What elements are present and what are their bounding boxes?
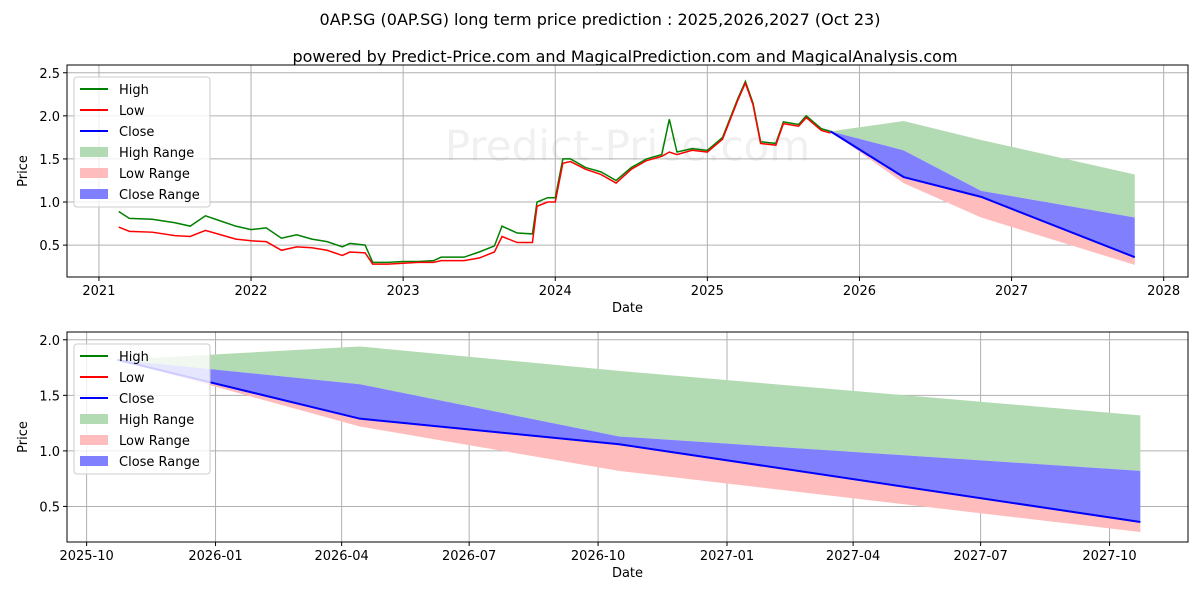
- y-tick-label: 0.5: [39, 239, 60, 254]
- chart-title: 0AP.SG (0AP.SG) long term price predicti…: [320, 10, 881, 29]
- y-tick-label: 1.5: [39, 389, 60, 404]
- legend-swatch: [80, 189, 108, 199]
- x-tick-label: 2026-04: [314, 549, 368, 564]
- high-range-area: [117, 346, 1141, 471]
- y-tick-label: 0.5: [39, 500, 60, 515]
- legend-label: Low: [119, 104, 145, 119]
- x-tick-label: 2027: [995, 284, 1028, 299]
- close-line: [830, 130, 1136, 259]
- x-tick-label: 2025-10: [59, 549, 113, 564]
- close-line: [117, 358, 1141, 523]
- x-tick-label: 2027-04: [826, 549, 880, 564]
- legend-label: Close Range: [119, 455, 200, 470]
- legend: High Low Close High Range Low Range Close Ran…: [73, 76, 211, 208]
- y-tick-label: 1.0: [39, 196, 60, 211]
- legend-label: High: [119, 83, 149, 98]
- x-tick-label: 2027-10: [1082, 549, 1136, 564]
- legend-label: Low Range: [119, 434, 190, 449]
- y-tick-label: 1.5: [39, 153, 60, 168]
- x-axis-label: Date: [612, 301, 643, 316]
- chart-subtitle: powered by Predict-Price.com and Magical…: [292, 47, 957, 66]
- x-tick-label: 2026-10: [571, 549, 625, 564]
- legend-swatch: [80, 147, 108, 157]
- y-tick-label: 2.5: [39, 67, 60, 82]
- y-axis-label: Price: [16, 155, 31, 187]
- axes-frame: [66, 64, 1189, 278]
- x-tick-label: 2023: [387, 284, 420, 299]
- high-range-area: [830, 121, 1135, 218]
- close-range-area: [117, 359, 1141, 522]
- x-tick-label: 2026-07: [442, 549, 496, 564]
- x-tick-label: 2027-01: [700, 549, 754, 564]
- legend-swatch: [80, 435, 108, 445]
- legend-swatch: [80, 456, 108, 466]
- axes-long-term: Predict-Price.com 2021 2022 2023 2024 2025 202…: [16, 64, 1189, 316]
- x-tick-label: 2026-01: [188, 549, 242, 564]
- y-tick-label: 2.0: [39, 334, 60, 349]
- x-tick-label: 2028: [1147, 284, 1180, 299]
- axes-frame: [66, 331, 1189, 543]
- x-tick-label: 2025: [691, 284, 724, 299]
- close-range-area: [830, 131, 1135, 258]
- x-tick-label: 2022: [234, 284, 267, 299]
- legend-label: Close: [119, 125, 154, 140]
- x-tick-label: 2026: [843, 284, 876, 299]
- legend-label: Low: [119, 371, 145, 386]
- legend-label: High: [119, 350, 149, 365]
- x-axis-label: Date: [612, 566, 643, 581]
- legend-label: High Range: [119, 413, 194, 428]
- legend-swatch: [80, 168, 108, 178]
- high-line: [118, 79, 831, 264]
- legend-label: Low Range: [119, 167, 190, 182]
- low-line: [118, 81, 831, 265]
- axes-forecast-detail: Predict-Price.com2025-102026-012026-0420…: [16, 331, 1189, 581]
- y-tick-label: 2.0: [39, 110, 60, 125]
- legend-label: High Range: [119, 146, 194, 161]
- legend-swatch: [80, 414, 108, 424]
- legend-label: Close: [119, 392, 154, 407]
- watermark: Predict-Price.com: [445, 121, 810, 170]
- y-axis-label: Price: [16, 421, 31, 453]
- x-tick-label: 2024: [539, 284, 572, 299]
- x-tick-label: 2027-07: [953, 549, 1007, 564]
- legend: High Low Close High Range Low Range Close Ran…: [73, 343, 211, 475]
- legend-label: Close Range: [119, 188, 200, 203]
- y-tick-label: 1.0: [39, 445, 60, 460]
- x-tick-label: 2021: [82, 284, 115, 299]
